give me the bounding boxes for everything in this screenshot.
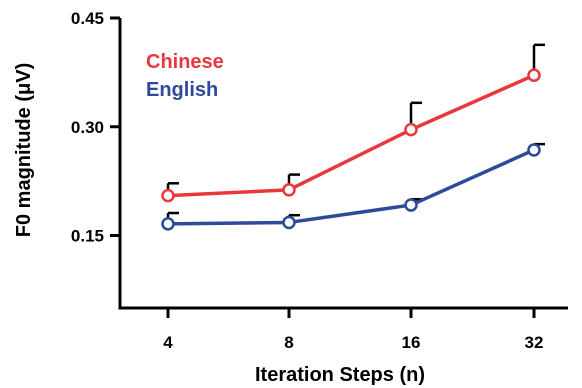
- data-point: [527, 143, 541, 157]
- series-layer: [161, 43, 545, 231]
- y-tick-label: 0.30: [71, 118, 104, 137]
- x-tick-label: 4: [163, 333, 173, 352]
- x-tick-label: 32: [525, 333, 544, 352]
- data-point: [282, 183, 296, 197]
- x-tick-label: 16: [402, 333, 421, 352]
- y-tick-label: 0.15: [71, 227, 104, 246]
- series-line: [167, 148, 535, 226]
- data-point: [161, 217, 175, 231]
- y-axis-title: F0 magnitude (μV): [13, 63, 35, 237]
- x-tick-label: 8: [284, 333, 293, 352]
- data-point: [161, 188, 175, 203]
- series-chinese: [161, 43, 545, 203]
- legend-entry-english: English: [146, 79, 218, 101]
- data-point: [404, 198, 418, 212]
- axes: [118, 18, 568, 310]
- data-point: [282, 215, 296, 230]
- series-english: [161, 142, 545, 231]
- legend-entry-chinese: Chinese: [146, 51, 224, 73]
- y-tick-label: 0.45: [71, 9, 104, 28]
- y-ticks: 0.15 0.30 0.45: [71, 9, 120, 246]
- data-point: [527, 68, 541, 83]
- x-axis-title: Iteration Steps (n): [255, 364, 425, 386]
- data-point: [404, 122, 418, 137]
- x-ticks: 4 8 16 32: [163, 308, 543, 352]
- legend: Chinese English: [146, 51, 224, 101]
- series-line: [167, 73, 535, 198]
